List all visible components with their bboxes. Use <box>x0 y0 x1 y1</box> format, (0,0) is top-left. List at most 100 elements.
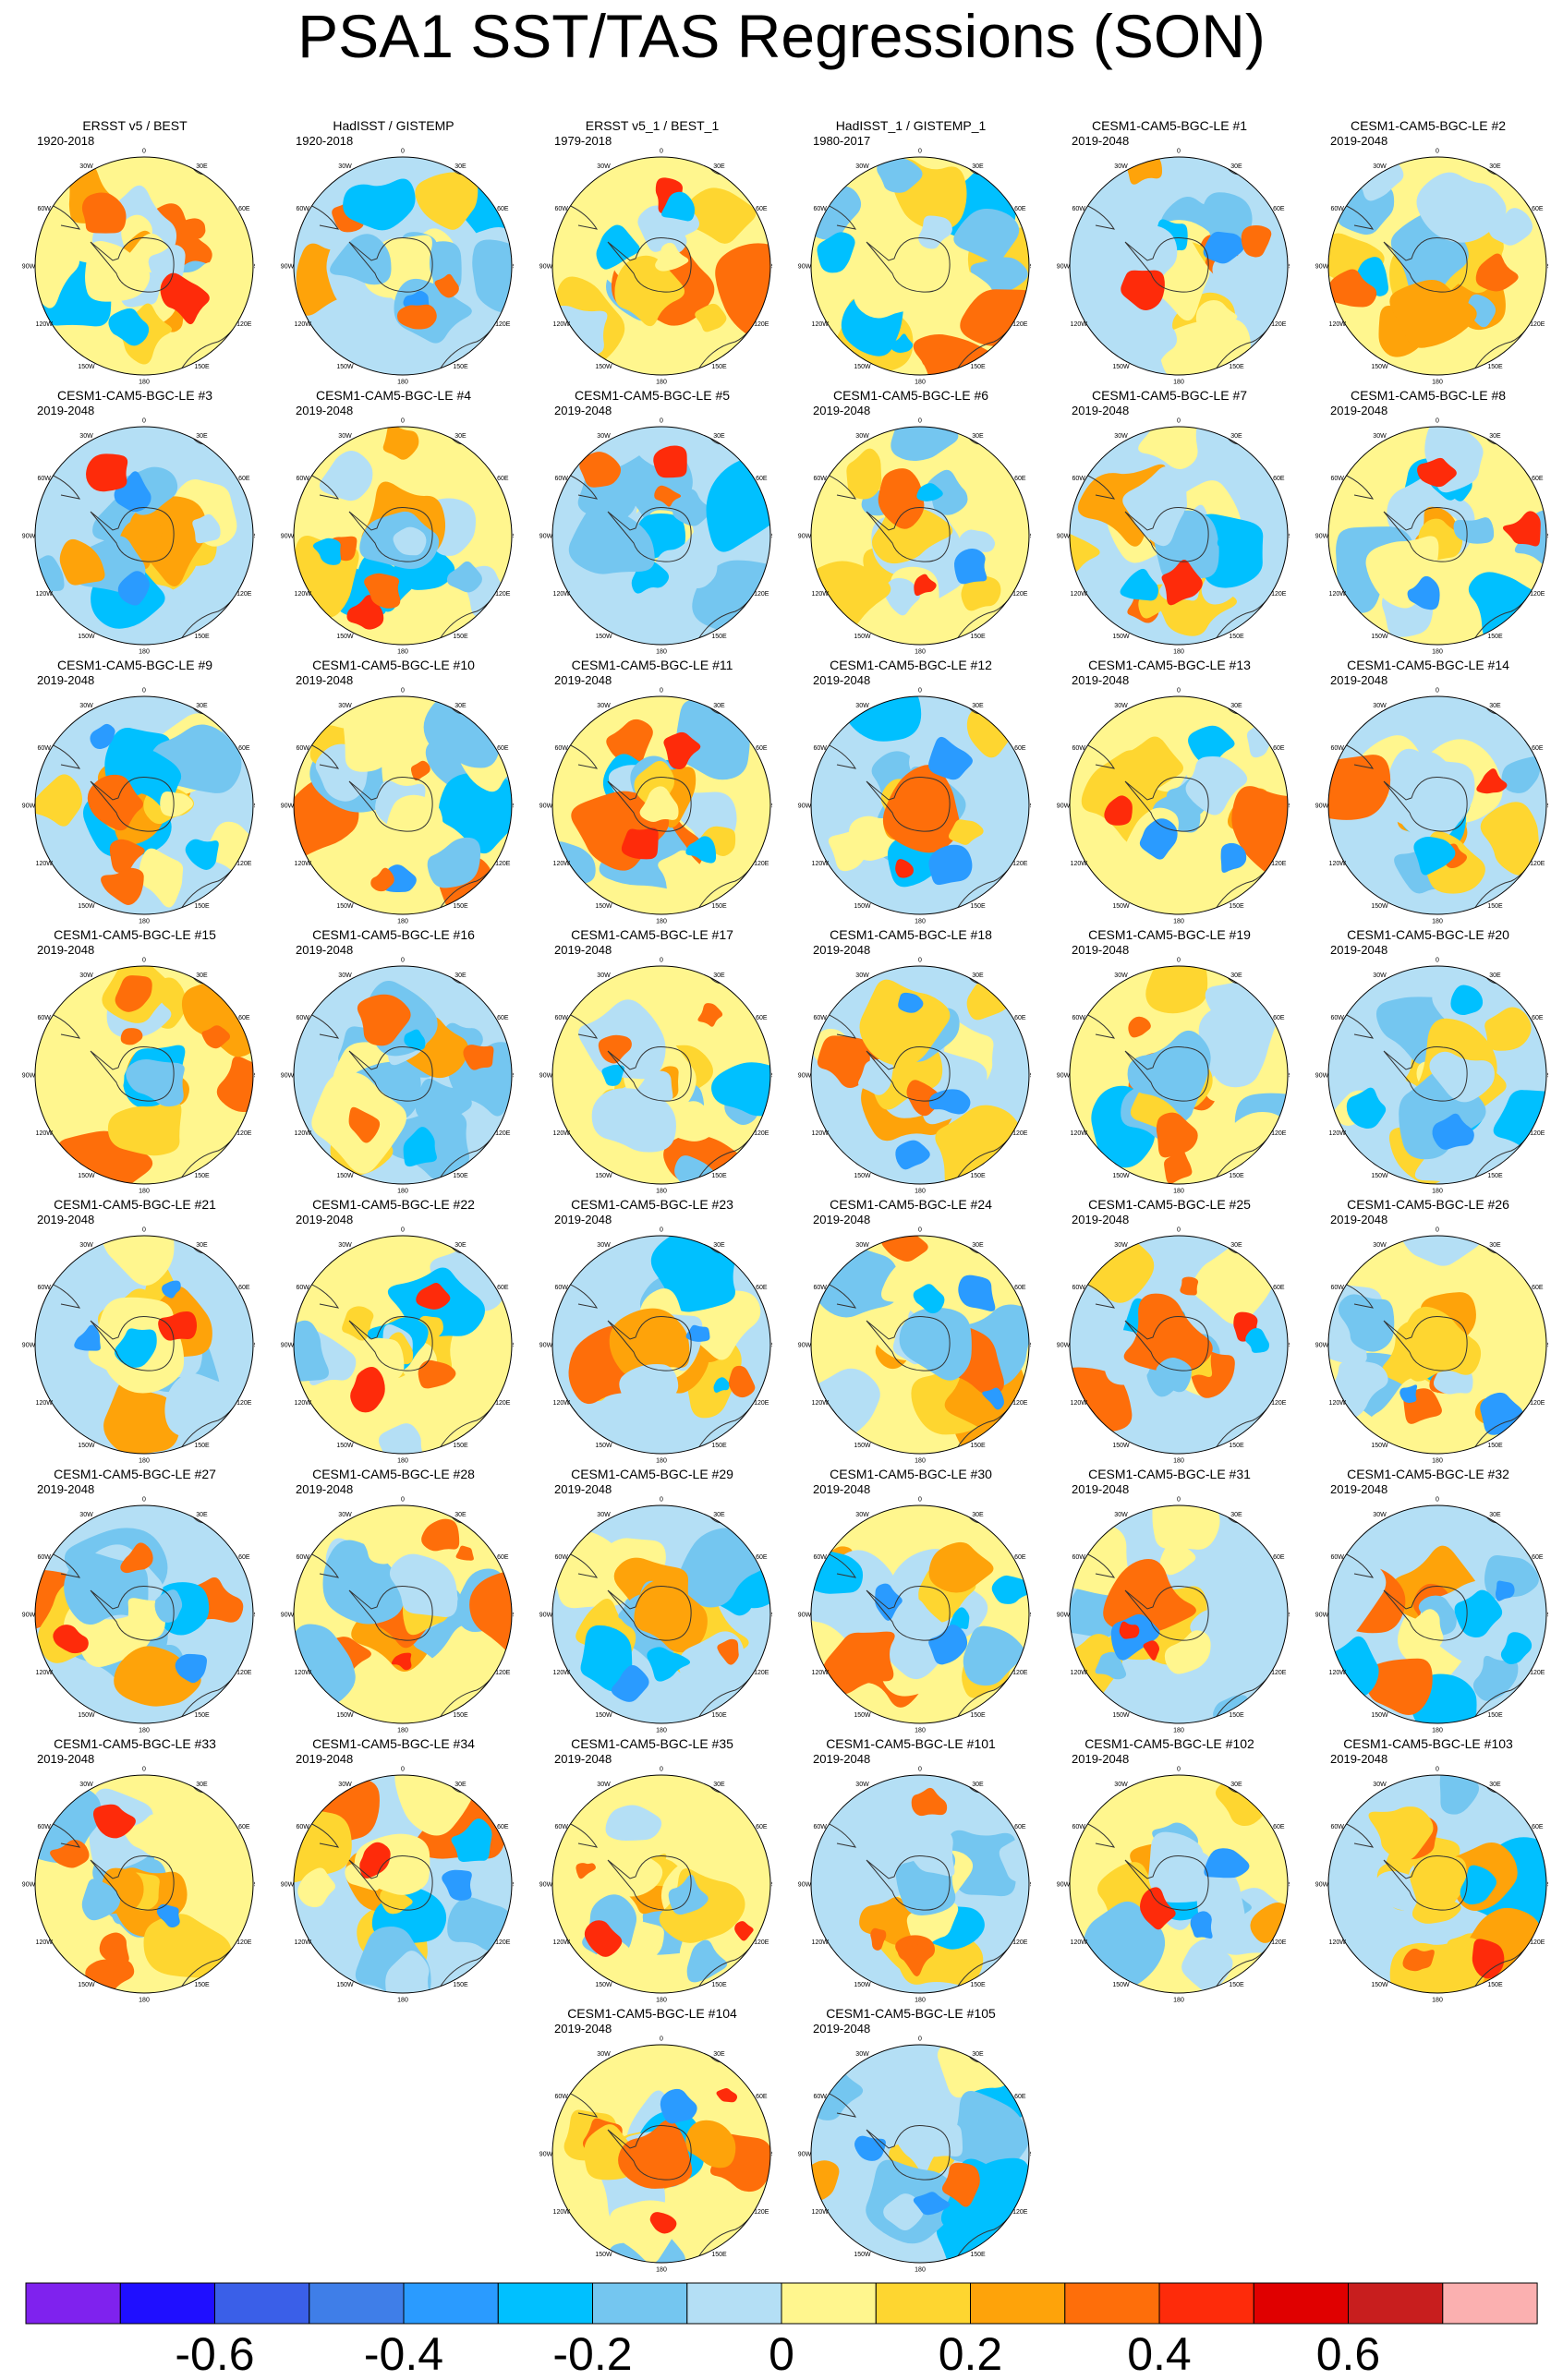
longitude-label: 120E <box>754 1939 769 1946</box>
longitude-label: 120E <box>495 1400 511 1407</box>
longitude-label: 30E <box>713 433 725 440</box>
antarctica-outline <box>1124 236 1209 293</box>
longitude-label: 180 <box>915 2267 926 2274</box>
anomaly-contour <box>1429 1051 1495 1103</box>
polar-map: 0 30E 60E 90E 120E 150E 180 150W 120W 90W 60W 30W <box>1315 958 1548 1195</box>
map-border <box>293 1235 513 1455</box>
panel-period: 2019-2048 <box>813 404 871 417</box>
longitude-label: 150E <box>453 1443 468 1449</box>
anomaly-core <box>928 844 973 886</box>
polar-map: 0 30E 60E 90E 120E 150E 180 150W 120W 90W 60W 30W <box>281 1767 514 2004</box>
longitude-label: 0 <box>142 149 146 155</box>
longitude-label: 150E <box>194 1712 210 1719</box>
anomaly-contour <box>1400 1306 1482 1382</box>
longitude-label: 30E <box>1230 163 1242 170</box>
polar-map: 0 30E 60E 90E 120E 150E 180 150W 120W 90W 60W 30W <box>539 958 772 1195</box>
panel-period: 2019-2048 <box>1330 134 1388 148</box>
panel-period: 2019-2048 <box>37 1482 95 1496</box>
map-border <box>1327 1774 1547 1994</box>
antarctica-outline <box>607 1585 692 1641</box>
longitude-label: 120E <box>1530 591 1545 598</box>
longitude-label: 90E <box>1289 1613 1290 1619</box>
map-border <box>551 695 771 915</box>
panel-period: 2019-2048 <box>1072 404 1130 417</box>
longitude-label: 60W <box>1072 206 1085 212</box>
panel-title: CESM1-CAM5-BGC-LE #102 <box>1084 1736 1254 1751</box>
longitude-label: 180 <box>915 1189 926 1195</box>
longitude-label: 120W <box>553 321 571 328</box>
anomaly-contour <box>44 1019 125 1109</box>
longitude-label: 90W <box>1315 1343 1329 1349</box>
anomaly-contour <box>343 178 416 231</box>
anomaly-contour <box>1070 1367 1133 1433</box>
panel-title: CESM1-CAM5-BGC-LE #30 <box>830 1467 992 1481</box>
longitude-label: 90E <box>1289 803 1290 810</box>
anomaly-core <box>914 574 937 597</box>
longitude-label: 150W <box>1371 1443 1388 1449</box>
longitude-label: 60E <box>1532 1554 1544 1561</box>
longitude-label: 30E <box>196 973 208 979</box>
longitude-label: 150W <box>1371 634 1388 640</box>
longitude-label: 120W <box>36 1400 54 1407</box>
longitude-label: 60E <box>756 745 768 752</box>
longitude-label: 30E <box>1489 433 1501 440</box>
anomaly-core <box>584 1920 623 1957</box>
longitude-label: 60E <box>1014 745 1026 752</box>
panel-period: 1980-2017 <box>813 134 871 148</box>
panel-title: CESM1-CAM5-BGC-LE #1 <box>1091 118 1248 133</box>
anomaly-contour <box>1416 172 1507 243</box>
map-border <box>34 1774 254 1994</box>
longitude-label: 90W <box>1057 264 1071 271</box>
anomaly-core <box>654 485 682 507</box>
anomaly-contour <box>648 226 687 254</box>
anomaly-core <box>611 1664 649 1702</box>
longitude-label: 180 <box>139 1189 150 1195</box>
longitude-label: 60W <box>554 1285 568 1291</box>
anomaly-contour <box>683 187 757 244</box>
panel-title: CESM1-CAM5-BGC-LE #28 <box>312 1467 475 1481</box>
longitude-label: 150W <box>1112 1443 1130 1449</box>
panel-title: CESM1-CAM5-BGC-LE #15 <box>54 927 216 942</box>
panel-title: CESM1-CAM5-BGC-LE #21 <box>54 1197 216 1212</box>
antarctica-outline <box>1383 1585 1468 1641</box>
longitude-label: 120E <box>1012 2209 1028 2216</box>
longitude-label: 30E <box>972 2051 984 2058</box>
longitude-label: 150W <box>1112 903 1130 910</box>
anomaly-core <box>1128 1016 1151 1038</box>
anomaly-contour <box>160 791 193 817</box>
panel-title: CESM1-CAM5-BGC-LE #14 <box>1347 658 1509 672</box>
anomaly-contour <box>609 2229 685 2263</box>
longitude-label: 120W <box>1071 1400 1088 1407</box>
anomaly-contour <box>1487 208 1533 246</box>
longitude-label: 30E <box>972 703 984 709</box>
longitude-label: 120W <box>295 861 312 867</box>
longitude-label: 30W <box>79 433 93 440</box>
anomaly-contour <box>378 1423 424 1454</box>
anomaly-core <box>716 2087 738 2103</box>
map-border <box>810 965 1030 1185</box>
anomaly-core <box>928 1624 968 1665</box>
anomaly-contour <box>1122 322 1178 370</box>
longitude-label: 90E <box>1547 534 1548 540</box>
longitude-label: 120W <box>1071 321 1088 328</box>
polar-map: 0 30E 60E 90E 120E 150E 180 150W 120W 90W 60W 30W <box>798 149 1031 386</box>
longitude-label: 90E <box>513 1343 514 1349</box>
anomaly-core <box>53 1625 89 1654</box>
anomaly-core <box>621 828 659 860</box>
longitude-label: 30W <box>1114 163 1128 170</box>
longitude-label: 120E <box>754 1130 769 1137</box>
anomaly-contour <box>1501 756 1541 793</box>
anomaly-contour <box>1127 1030 1211 1118</box>
longitude-label: 120W <box>295 1130 312 1137</box>
longitude-label: 30E <box>1230 1242 1242 1249</box>
anomaly-contour <box>618 2120 693 2189</box>
longitude-label: 120E <box>1012 591 1028 598</box>
longitude-label: 30E <box>972 1512 984 1518</box>
anomaly-core <box>158 1311 198 1341</box>
anomaly-contour <box>344 696 402 772</box>
